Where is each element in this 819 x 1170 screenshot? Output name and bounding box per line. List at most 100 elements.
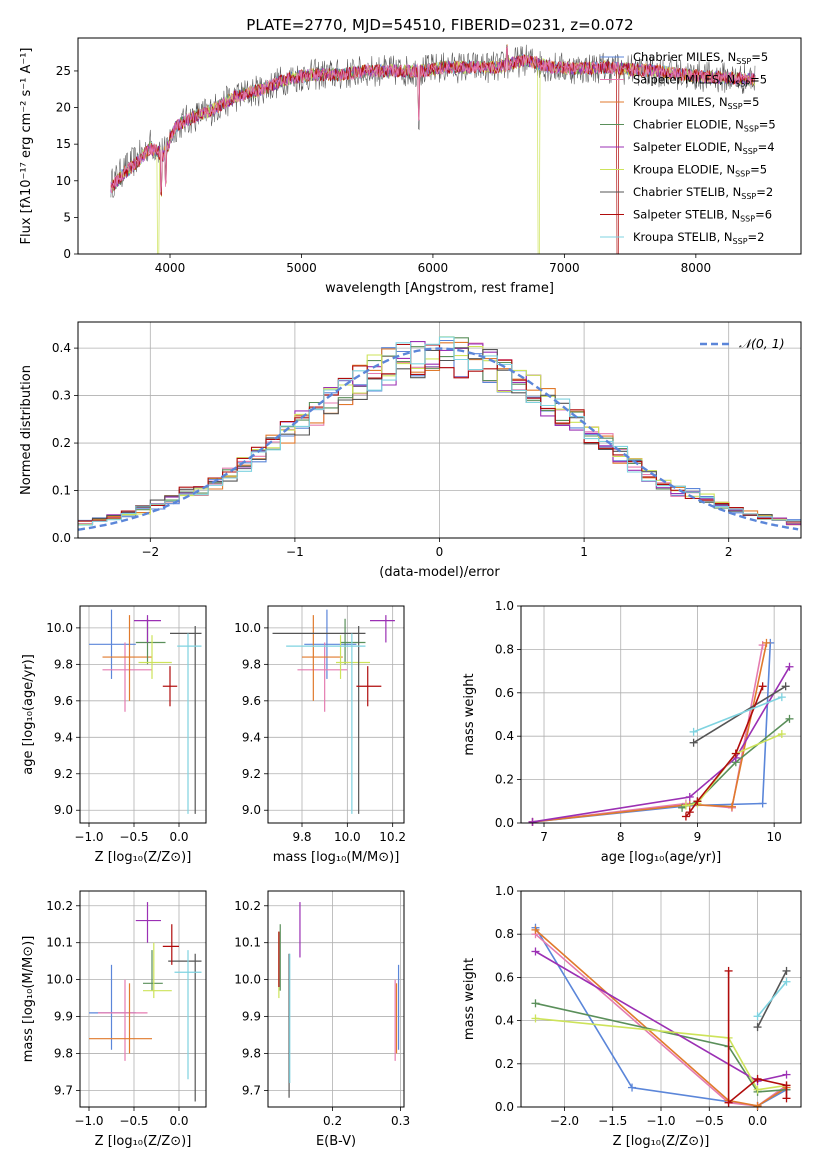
x-tick-label: 2 bbox=[725, 545, 733, 559]
weight-line-salpeter_miles bbox=[534, 933, 787, 1107]
x-tick-label: 6000 bbox=[418, 261, 449, 275]
y-tick-label: 9.6 bbox=[54, 694, 73, 708]
histogram-kroupa_stelib bbox=[78, 336, 801, 526]
weight-line-kroupa_miles bbox=[532, 642, 768, 823]
panel-mass-vs-Z: −1.0 −0.5 0.0 9.7 9.8 9.9 10.0 10.1 10.2 Z [log₁₀… bbox=[21, 890, 207, 1149]
y-axis-label: age [log₁₀(age/yr)] bbox=[21, 654, 36, 775]
y-tick-label: 0.8 bbox=[495, 927, 514, 941]
y-tick-label: 10.2 bbox=[234, 899, 261, 913]
legend-label: Chabrier STELIB, NSSP=2 bbox=[633, 185, 773, 201]
y-tick-label: 10.0 bbox=[46, 621, 73, 635]
axes-frame bbox=[267, 890, 405, 1108]
y-tick-label: 0.2 bbox=[495, 773, 514, 787]
legend-label: Kroupa MILES, NSSP=5 bbox=[633, 95, 759, 111]
weight-line-chabrier_miles bbox=[534, 927, 787, 1107]
legend-label: Kroupa ELODIE, NSSP=5 bbox=[633, 163, 767, 179]
x-tick-label: 10.2 bbox=[379, 830, 406, 844]
y-tick-label: 9.9 bbox=[242, 1010, 261, 1024]
x-tick-label: 7 bbox=[540, 830, 548, 844]
y-tick-label: 10 bbox=[56, 174, 71, 188]
y-tick-label: 5 bbox=[63, 210, 71, 224]
weight-line-kroupa_elodie bbox=[535, 1017, 787, 1091]
panel-mass-weight-vs-Z: −2.0 −1.5 −1.0 −0.5 0.0 0.0 0.2 0.4 0.6 0.8 1.0 Z [… bbox=[462, 884, 802, 1149]
legend-label: Salpeter STELIB, NSSP=6 bbox=[633, 208, 772, 224]
x-axis-label: Z [log₁₀(Z/Z⊙)] bbox=[95, 1134, 192, 1149]
x-tick-label: 10 bbox=[767, 830, 782, 844]
x-axis-label: wavelength [Angstrom, rest frame] bbox=[325, 281, 554, 296]
weight-line-kroupa_miles bbox=[534, 929, 787, 1107]
weight-line-salpeter_miles bbox=[532, 644, 764, 823]
x-tick-label: −1.0 bbox=[74, 1114, 103, 1128]
x-axis-label: age [log₁₀(age/yr)] bbox=[601, 850, 722, 865]
y-tick-label: 9.8 bbox=[54, 1046, 73, 1060]
y-tick-label: 9.8 bbox=[242, 657, 261, 671]
x-tick-label: 8000 bbox=[681, 261, 712, 275]
y-tick-label: 9.8 bbox=[242, 1046, 261, 1060]
x-tick-label: −1 bbox=[286, 545, 304, 559]
y-tick-label: 0.4 bbox=[495, 1014, 514, 1028]
histogram-salpeter_stelib bbox=[78, 343, 801, 523]
y-tick-label: 9.6 bbox=[242, 694, 261, 708]
y-tick-label: 0.2 bbox=[495, 1057, 514, 1071]
y-tick-label: 9.0 bbox=[54, 803, 73, 817]
y-tick-label: 9.9 bbox=[54, 1010, 73, 1024]
y-tick-label: 0.1 bbox=[52, 484, 71, 498]
x-tick-label: 8 bbox=[617, 830, 625, 844]
y-tick-label: 0.4 bbox=[52, 341, 71, 355]
y-tick-label: 0.6 bbox=[495, 686, 514, 700]
y-tick-label: 15 bbox=[56, 137, 71, 151]
y-tick-label: 1.0 bbox=[495, 599, 514, 613]
axes-frame bbox=[77, 321, 802, 539]
y-tick-label: 9.2 bbox=[242, 767, 261, 781]
spectrum-series-salpeter_miles bbox=[110, 47, 756, 194]
y-tick-label: 0.4 bbox=[495, 729, 514, 743]
panel-age-vs-mass: 9.8 10.0 10.2 9.0 9.2 9.4 9.6 9.8 10.0 mass [log₁… bbox=[234, 605, 406, 865]
y-tick-label: 9.4 bbox=[242, 730, 261, 744]
y-tick-label: 20 bbox=[56, 101, 71, 115]
y-tick-label: 10.1 bbox=[234, 936, 261, 950]
x-tick-label: 4000 bbox=[155, 261, 186, 275]
y-tick-label: 10.0 bbox=[234, 973, 261, 987]
y-tick-label: 9.0 bbox=[242, 803, 261, 817]
y-axis-label: Normed distribution bbox=[19, 365, 34, 495]
x-tick-label: 0.0 bbox=[748, 1114, 767, 1128]
y-tick-label: 0.0 bbox=[495, 816, 514, 830]
x-tick-label: 9 bbox=[694, 830, 702, 844]
y-tick-label: 9.7 bbox=[54, 1083, 73, 1097]
weight-line-kroupa_stelib bbox=[756, 981, 788, 1017]
legend-label-normal: 𝒩(0, 1) bbox=[739, 336, 785, 351]
axes-frame bbox=[520, 605, 802, 824]
y-tick-label: 9.2 bbox=[54, 767, 73, 781]
x-axis-label: (data-model)/error bbox=[379, 565, 500, 580]
x-axis-label: Z [log₁₀(Z/Z⊙)] bbox=[613, 1134, 710, 1149]
legend-label: Chabrier ELODIE, NSSP=5 bbox=[633, 118, 776, 134]
x-tick-label: −2.0 bbox=[550, 1114, 579, 1128]
x-tick-label: −0.5 bbox=[119, 830, 148, 844]
y-axis-label: mass weight bbox=[462, 958, 477, 1040]
y-tick-label: 9.4 bbox=[54, 730, 73, 744]
normal-curve bbox=[77, 347, 799, 531]
legend-label: Salpeter MILES, NSSP=5 bbox=[633, 73, 767, 89]
y-tick-label: 0.0 bbox=[52, 531, 71, 545]
axes-frame bbox=[267, 605, 405, 824]
y-tick-label: 0.2 bbox=[52, 436, 71, 450]
y-tick-label: 0.0 bbox=[495, 1100, 514, 1114]
weight-line-salpeter_elodie bbox=[532, 666, 791, 823]
x-tick-label: 0.0 bbox=[169, 830, 188, 844]
y-tick-label: 0.6 bbox=[495, 970, 514, 984]
legend-label: Chabrier MILES, NSSP=5 bbox=[633, 50, 768, 66]
x-tick-label: 0 bbox=[436, 545, 444, 559]
y-axis-label: Flux [fλ10⁻¹⁷ erg cm⁻² s⁻¹ A⁻¹] bbox=[19, 48, 34, 245]
x-axis-label: mass [log₁₀(M/M⊙)] bbox=[273, 850, 400, 865]
y-tick-label: 10.0 bbox=[234, 621, 261, 635]
figure-title: PLATE=2770, MJD=54510, FIBERID=0231, z=0… bbox=[246, 16, 633, 34]
x-tick-label: 0.2 bbox=[323, 1114, 342, 1128]
panel-age-vs-Z: −1.0 −0.5 0.0 9.0 9.2 9.4 9.6 9.8 10.0 Z [log₁₀(Z… bbox=[21, 605, 207, 865]
legend-label: Kroupa STELIB, NSSP=2 bbox=[633, 230, 764, 246]
x-tick-label: −1.5 bbox=[598, 1114, 627, 1128]
x-tick-label: −1.0 bbox=[74, 830, 103, 844]
x-axis-label: Z [log₁₀(Z/Z⊙)] bbox=[95, 850, 192, 865]
x-tick-label: 5000 bbox=[286, 261, 317, 275]
y-tick-label: 0 bbox=[63, 247, 71, 261]
axes-frame bbox=[520, 890, 802, 1108]
